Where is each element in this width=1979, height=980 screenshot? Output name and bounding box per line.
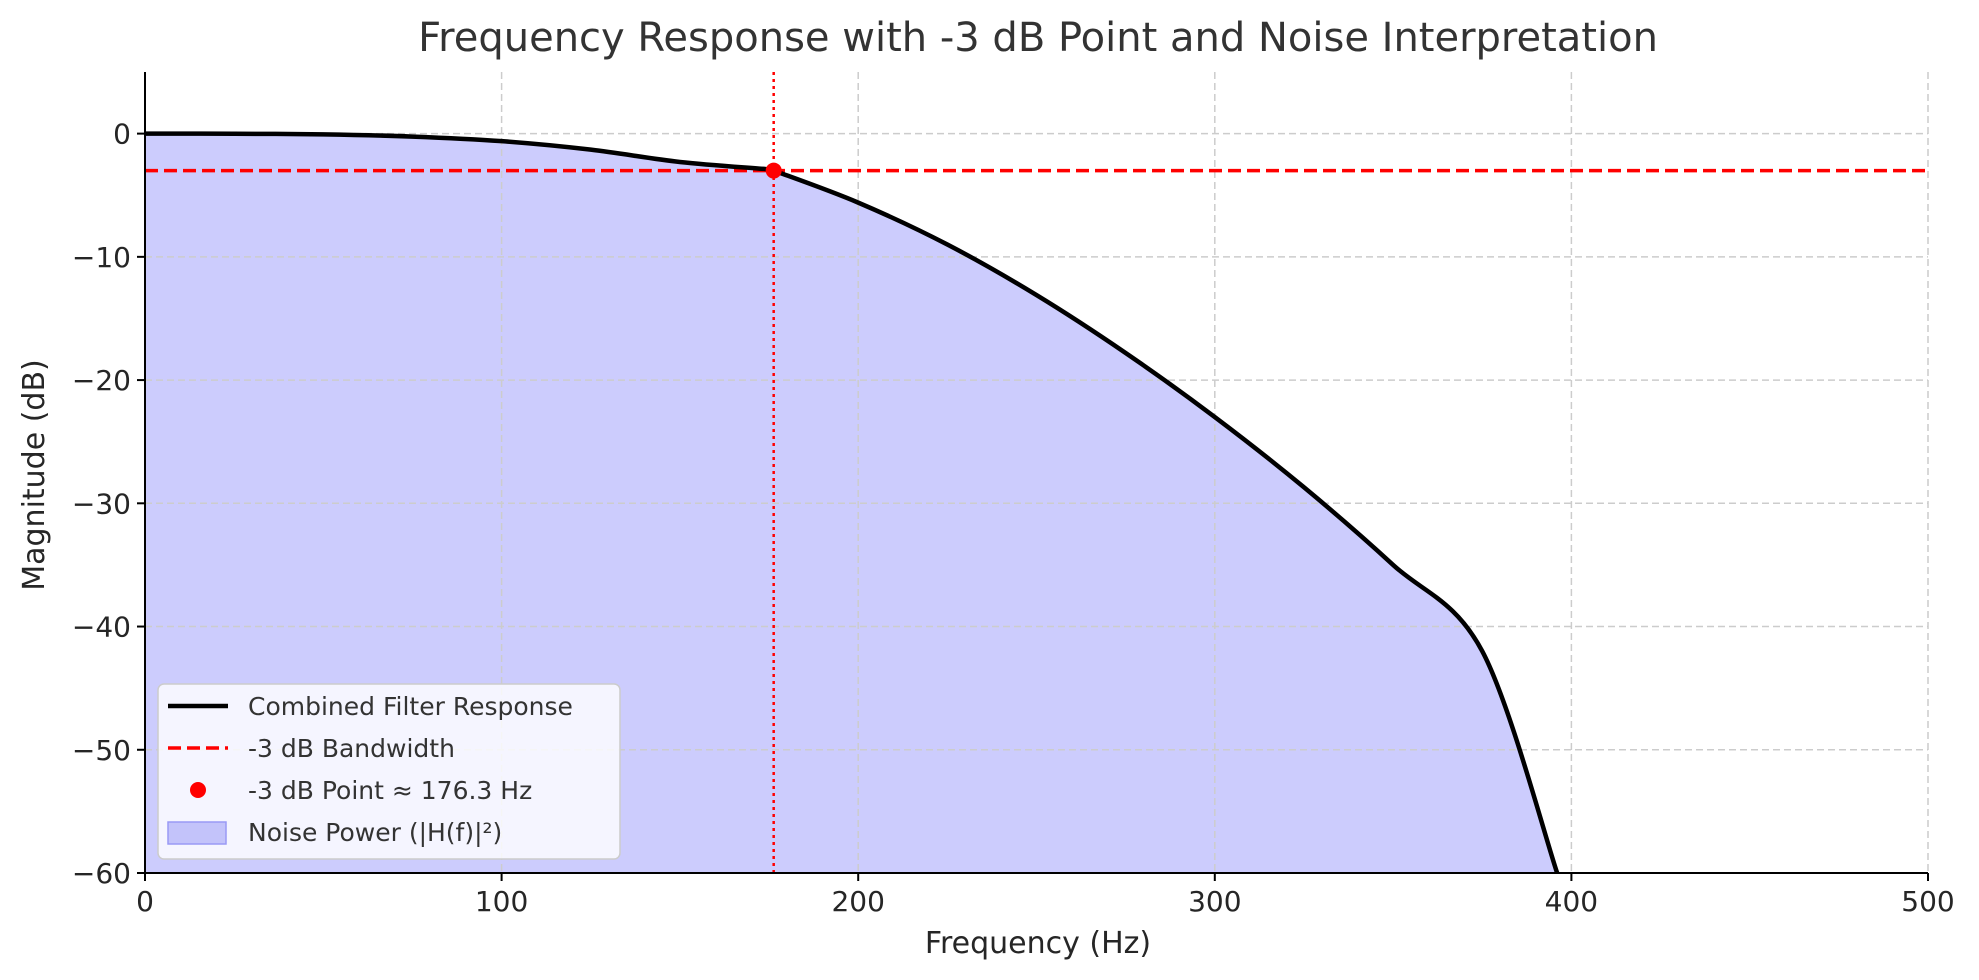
- y-tick-label: −10: [72, 241, 131, 274]
- legend-fill-swatch: [167, 821, 227, 845]
- x-tick-label: 500: [1901, 885, 1954, 918]
- chart-title: Frequency Response with -3 dB Point and …: [418, 15, 1658, 61]
- minus3db-point: [765, 162, 782, 179]
- combined-filter-response-line: [144, 131, 1560, 874]
- x-tick-label: 300: [1188, 885, 1241, 918]
- y-tick-label: −40: [72, 611, 131, 644]
- legend: Combined Filter Response -3 dB Bandwidth…: [157, 683, 621, 860]
- legend-box: [157, 683, 621, 860]
- x-tick-label: 100: [475, 885, 528, 918]
- x-tick-label: 400: [1545, 885, 1598, 918]
- x-tick-label: 0: [136, 885, 154, 918]
- y-tick-label: 0: [113, 118, 131, 151]
- y-axis-label: Magnitude (dB): [17, 359, 52, 591]
- x-tick-label: 200: [831, 885, 884, 918]
- legend-label-bandwidth: -3 dB Bandwidth: [248, 734, 455, 763]
- legend-point-swatch: [190, 782, 206, 798]
- legend-label-point: -3 dB Point ≈ 176.3 Hz: [248, 776, 532, 805]
- y-tick-label: −50: [72, 734, 131, 767]
- legend-label-noise: Noise Power (|H(f)|²): [248, 818, 502, 847]
- legend-label-response: Combined Filter Response: [248, 692, 573, 721]
- y-tick-label: −20: [72, 364, 131, 397]
- y-tick-label: −60: [72, 857, 131, 890]
- x-axis-label: Frequency (Hz): [925, 926, 1151, 961]
- y-tick-label: −30: [72, 487, 131, 520]
